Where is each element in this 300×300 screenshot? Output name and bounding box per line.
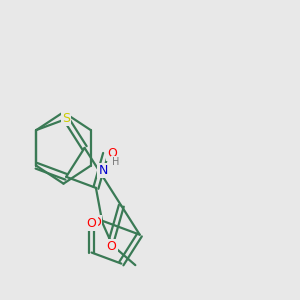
Text: N: N: [98, 164, 108, 177]
Text: O: O: [91, 216, 101, 229]
Text: O: O: [107, 147, 117, 161]
Text: O: O: [107, 240, 117, 253]
Text: H: H: [112, 157, 119, 167]
Text: O: O: [87, 217, 97, 230]
Text: S: S: [62, 112, 70, 125]
